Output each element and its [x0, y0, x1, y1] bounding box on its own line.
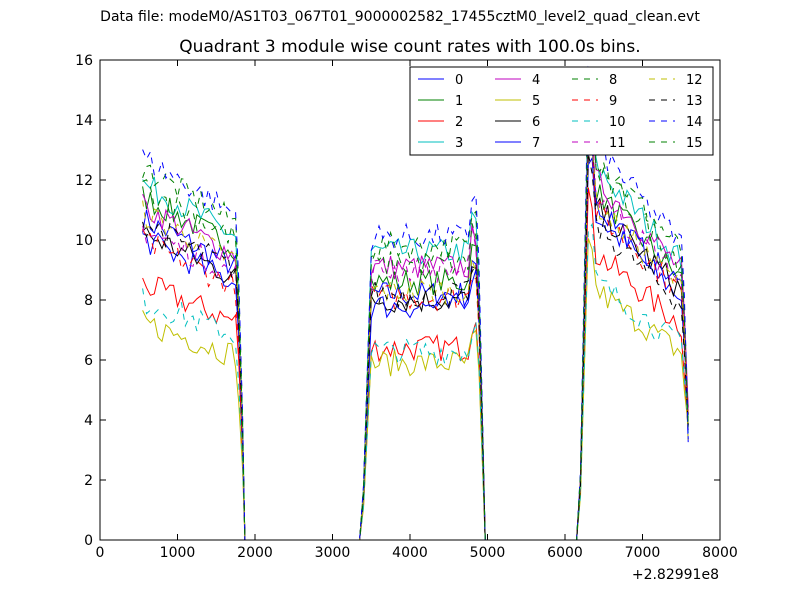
series-line-13	[142, 153, 689, 541]
series-line-15	[142, 96, 689, 541]
y-tick-label: 2	[84, 473, 93, 489]
legend-label-6: 6	[532, 115, 540, 130]
x-tick-label: 0	[96, 545, 105, 561]
legend-label-5: 5	[532, 94, 540, 109]
series-line-5	[142, 238, 689, 541]
legend-label-1: 1	[455, 94, 463, 109]
x-tick-label: 2000	[237, 545, 273, 561]
legend-label-9: 9	[609, 94, 617, 109]
series-layer	[142, 65, 689, 541]
legend-label-15: 15	[686, 136, 703, 151]
x-tick-label: 4000	[392, 545, 428, 561]
legend-label-2: 2	[455, 115, 463, 130]
axis-ticks: 0 1000 2000 3000 4000 5000 6000 7000 80000246810…	[75, 53, 738, 561]
x-tick-label: 5000	[470, 545, 506, 561]
x-tick-label: 1000	[160, 545, 196, 561]
series-line-12	[142, 141, 689, 541]
legend-label-13: 13	[686, 94, 703, 109]
series-line-6	[142, 132, 689, 541]
y-tick-label: 14	[75, 113, 93, 129]
legend-label-11: 11	[609, 136, 626, 151]
x-offset-label: +2.82991e8	[632, 567, 719, 583]
y-tick-label: 12	[75, 173, 93, 189]
x-tick-label: 8000	[702, 545, 738, 561]
series-line-0	[142, 156, 689, 541]
legend-label-4: 4	[532, 73, 540, 88]
legend-box	[409, 66, 714, 156]
x-tick-label: 6000	[547, 545, 583, 561]
y-tick-label: 16	[75, 53, 93, 69]
x-tick-label: 7000	[625, 545, 661, 561]
legend-label-10: 10	[609, 115, 626, 130]
legend-label-14: 14	[686, 115, 703, 130]
series-line-4	[142, 99, 689, 541]
series-line-14	[142, 65, 689, 541]
y-tick-label: 6	[84, 353, 93, 369]
legend-label-3: 3	[455, 136, 463, 151]
y-tick-label: 0	[84, 533, 93, 549]
chart-title: Quadrant 3 module wise count rates with …	[179, 37, 641, 57]
y-tick-label: 8	[84, 293, 93, 309]
data-file-label: Data file: modeM0/AS1T03_067T01_90000025…	[100, 9, 700, 25]
y-tick-label: 10	[75, 233, 93, 249]
legend-label-7: 7	[532, 136, 540, 151]
legend-label-12: 12	[686, 73, 703, 88]
series-line-11	[142, 128, 689, 541]
x-tick-label: 3000	[315, 545, 351, 561]
legend-label-8: 8	[609, 73, 617, 88]
series-line-9	[142, 143, 689, 541]
legend-label-0: 0	[455, 73, 463, 88]
series-line-2	[142, 187, 689, 541]
series-line-1	[142, 126, 689, 541]
y-tick-label: 4	[84, 413, 93, 429]
series-line-10	[142, 222, 689, 541]
